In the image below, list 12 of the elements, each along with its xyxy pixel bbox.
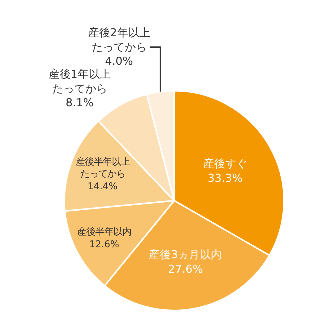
slice-label: 産後1年以上たってから — [48, 68, 111, 96]
data-label: 8.1% — [66, 96, 94, 110]
data-label: 33.3% — [208, 172, 243, 186]
slice-label: 産後3ヵ月以内 — [149, 248, 222, 262]
data-label: 14.4% — [88, 181, 118, 192]
data-label: 27.6% — [168, 262, 204, 276]
data-label: 4.0% — [105, 55, 134, 68]
slice-label: 産後2年以上たってから — [88, 26, 150, 54]
slice-label: 産後すぐ — [203, 158, 248, 171]
slice-label: 産後半年以内 — [77, 227, 132, 238]
slice-label: 産後半年以上たってから — [76, 156, 130, 180]
data-label: 12.6% — [90, 239, 120, 250]
